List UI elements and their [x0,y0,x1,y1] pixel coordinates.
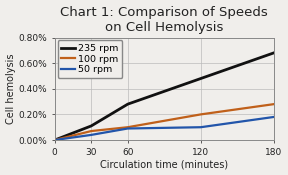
100 rpm [272,103,276,105]
Line: 235 rpm: 235 rpm [55,53,274,140]
Legend: 235 rpm, 100 rpm, 50 rpm: 235 rpm, 100 rpm, 50 rpm [58,40,122,78]
50 rpm [199,126,202,128]
Title: Chart 1: Comparison of Speeds
on Cell Hemolysis: Chart 1: Comparison of Speeds on Cell He… [60,6,268,34]
Line: 100 rpm: 100 rpm [55,104,274,140]
100 rpm [53,139,56,141]
100 rpm [90,130,93,132]
Y-axis label: Cell hemolysis: Cell hemolysis [5,54,16,124]
50 rpm [90,134,93,136]
235 rpm [53,139,56,141]
50 rpm [126,127,130,130]
50 rpm [53,139,56,141]
100 rpm [126,126,130,128]
X-axis label: Circulation time (minutes): Circulation time (minutes) [100,159,228,169]
235 rpm [199,78,202,80]
235 rpm [126,103,130,105]
235 rpm [272,52,276,54]
50 rpm [272,116,276,118]
100 rpm [199,113,202,116]
Line: 50 rpm: 50 rpm [55,117,274,140]
235 rpm [90,125,93,127]
